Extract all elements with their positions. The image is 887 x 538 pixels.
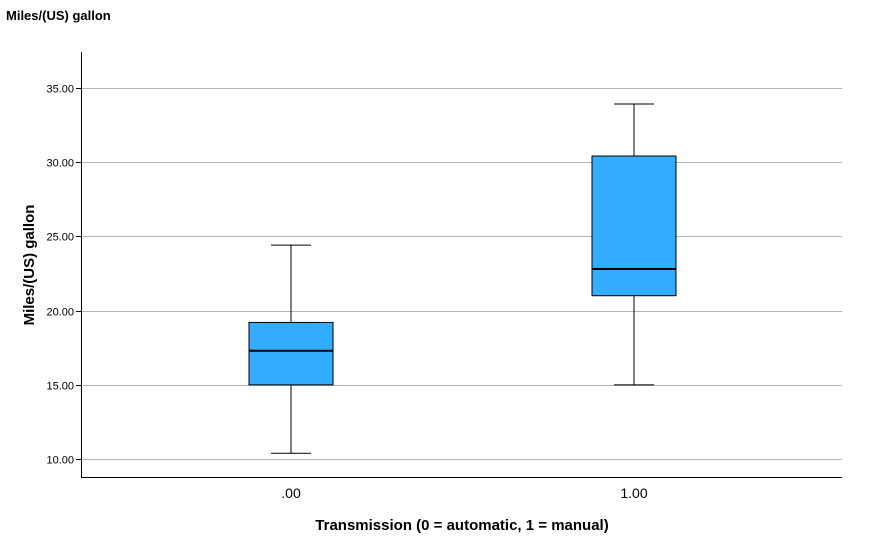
gridlines (81, 88, 842, 460)
x-category-label: .00 (281, 485, 301, 501)
box-group (591, 103, 677, 386)
x-axis-title: Transmission (0 = automatic, 1 = manual) (315, 517, 608, 534)
iqr-box (591, 155, 677, 297)
y-tick-label: 35.00 (46, 84, 74, 96)
tick-labels: 10.00 15.00 20.00 25.00 30.00 35.00 .00 1.00 (46, 84, 647, 502)
y-tick-label: 30.00 (46, 158, 74, 170)
y-tick-label: 20.00 (46, 307, 74, 319)
y-axis-title: Miles/(US) gallon (21, 205, 38, 326)
y-tick-label: 10.00 (46, 455, 74, 467)
y-tick-label: 25.00 (46, 232, 74, 244)
chart-title: Miles/(US) gallon (6, 8, 111, 23)
iqr-box (248, 321, 334, 386)
box-group (248, 244, 334, 454)
y-tick-label: 15.00 (46, 381, 74, 393)
x-category-label: 1.00 (620, 485, 647, 501)
boxes (248, 103, 677, 454)
axes (76, 52, 842, 478)
